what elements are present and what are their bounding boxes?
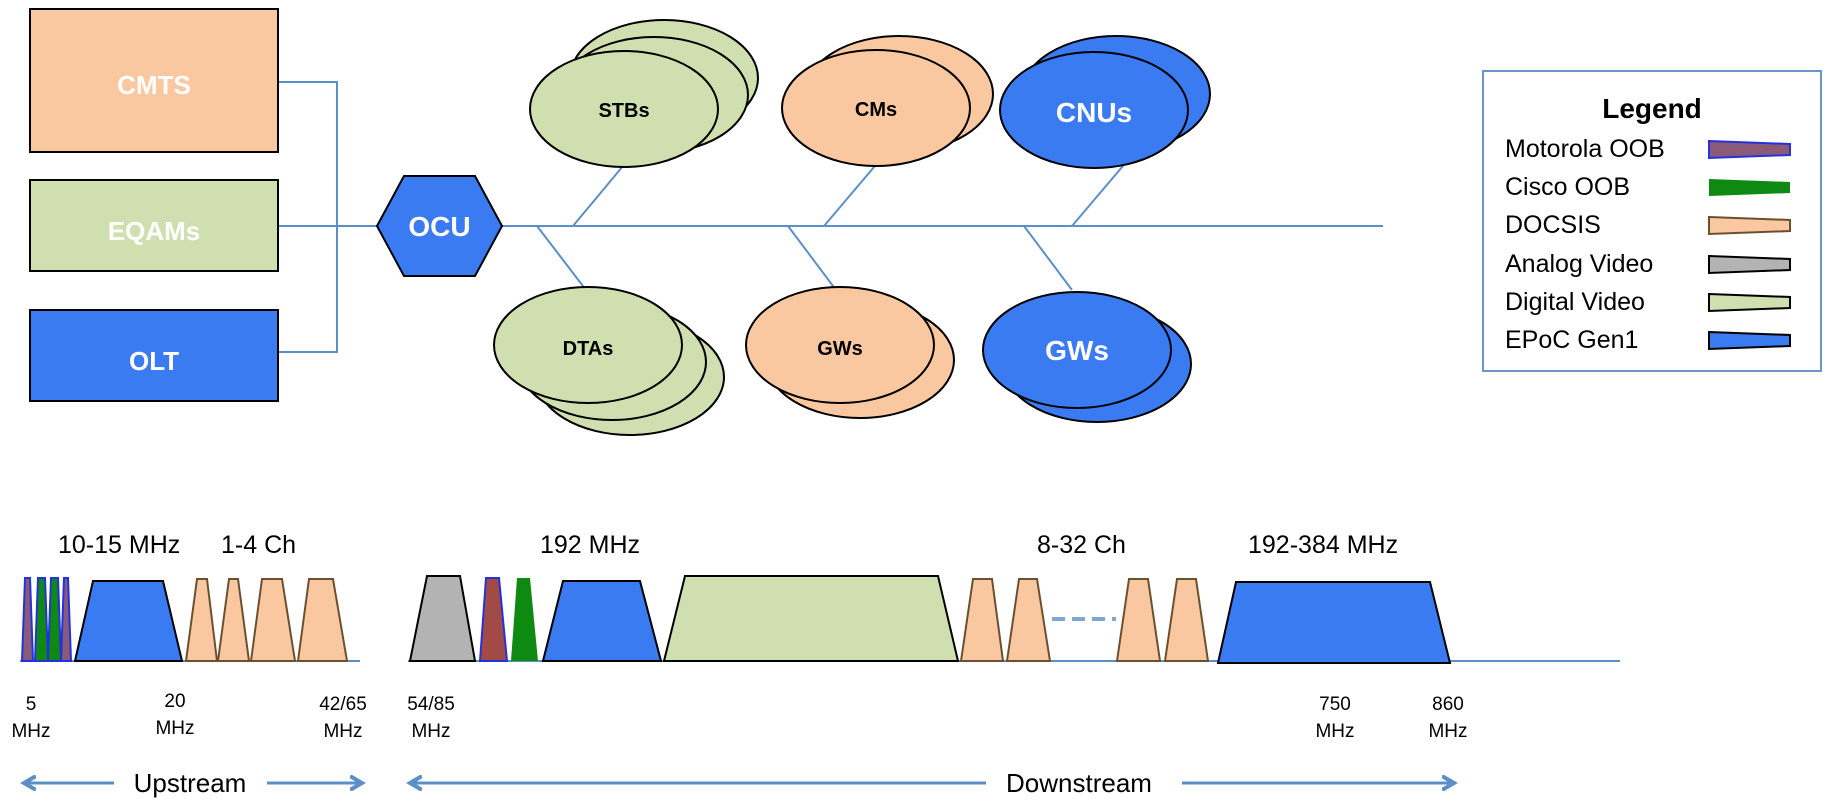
source-connectors — [278, 81, 378, 353]
freq-54-85-value: 54/85 — [407, 694, 455, 715]
freq-5-unit: MHz — [11, 721, 50, 742]
legend-swatch-docsis — [1708, 215, 1791, 236]
stbs-label: STBs — [598, 100, 649, 122]
eqams-label: EQAMs — [108, 216, 200, 246]
freq-750-value: 750 — [1319, 694, 1351, 715]
olt-box: OLT — [29, 309, 279, 402]
cnus-label: CNUs — [1056, 97, 1132, 128]
legend-swatch-video — [1708, 292, 1791, 313]
gws-docsis-label: GWs — [817, 338, 863, 360]
freq-42-65-value: 42/65 — [319, 694, 367, 715]
ocu-label: OCU — [408, 211, 470, 242]
olt-label: OLT — [129, 346, 179, 376]
freq-54-85-unit: MHz — [411, 721, 450, 742]
legend: Legend Motorola OOB Cisco OOB DOCSIS Ana… — [1482, 70, 1822, 372]
cmts-box: CMTS — [29, 8, 279, 153]
frequency-labels: 5 MHz 20 MHz 42/65 MHz 54/85 MHz 750 MHz… — [11, 691, 1467, 742]
freq-20-value: 20 — [164, 691, 185, 712]
eqams-box: EQAMs — [29, 179, 279, 272]
gws-docsis-stack: GWs — [745, 286, 955, 419]
upstream-channels-label: 1-4 Ch — [221, 531, 296, 559]
dtas-label: DTAs — [563, 338, 614, 360]
legend-title: Legend — [1602, 93, 1702, 124]
dtas-stack: DTAs — [493, 286, 725, 436]
gws-epoc-stack: GWs — [982, 291, 1192, 423]
cnus-stack: CNUs — [999, 35, 1211, 169]
cms-stack: CMs — [781, 35, 994, 167]
freq-42-65-unit: MHz — [323, 721, 362, 742]
legend-label-analog: Analog Video — [1505, 250, 1653, 278]
freq-860-unit: MHz — [1428, 721, 1467, 742]
upstream-carriers — [20, 577, 349, 662]
gws-epoc-label: GWs — [1045, 335, 1109, 366]
legend-swatch-motorola — [1708, 139, 1791, 160]
upstream-label: Upstream — [134, 768, 247, 798]
freq-20-unit: MHz — [155, 718, 194, 739]
legend-label-cisco: Cisco OOB — [1505, 173, 1630, 201]
ocu-hexagon: OCU — [375, 175, 504, 277]
upstream-width-label: 10-15 MHz — [58, 531, 180, 559]
downstream-epoc-width-label: 192-384 MHz — [1248, 531, 1398, 559]
legend-label-video: Digital Video — [1505, 288, 1645, 316]
cms-label: CMs — [855, 99, 897, 121]
legend-swatch-epoc — [1708, 330, 1791, 351]
downstream-channels-label: 8-32 Ch — [1037, 531, 1126, 559]
downstream-label: Downstream — [1006, 768, 1152, 798]
freq-860-value: 860 — [1432, 694, 1464, 715]
legend-label-epoc: EPoC Gen1 — [1505, 326, 1638, 354]
legend-label-docsis: DOCSIS — [1505, 211, 1601, 239]
legend-swatch-cisco — [1709, 179, 1790, 196]
legend-label-motorola: Motorola OOB — [1505, 135, 1665, 163]
stbs-stack: STBs — [529, 19, 759, 168]
freq-5-value: 5 — [26, 694, 37, 715]
cmts-label: CMTS — [117, 70, 191, 100]
freq-750-unit: MHz — [1315, 721, 1354, 742]
legend-swatch-analog — [1708, 254, 1791, 275]
downstream-carriers — [408, 575, 1452, 664]
downstream-width-label: 192 MHz — [540, 531, 640, 559]
branch-lines — [536, 159, 1129, 291]
